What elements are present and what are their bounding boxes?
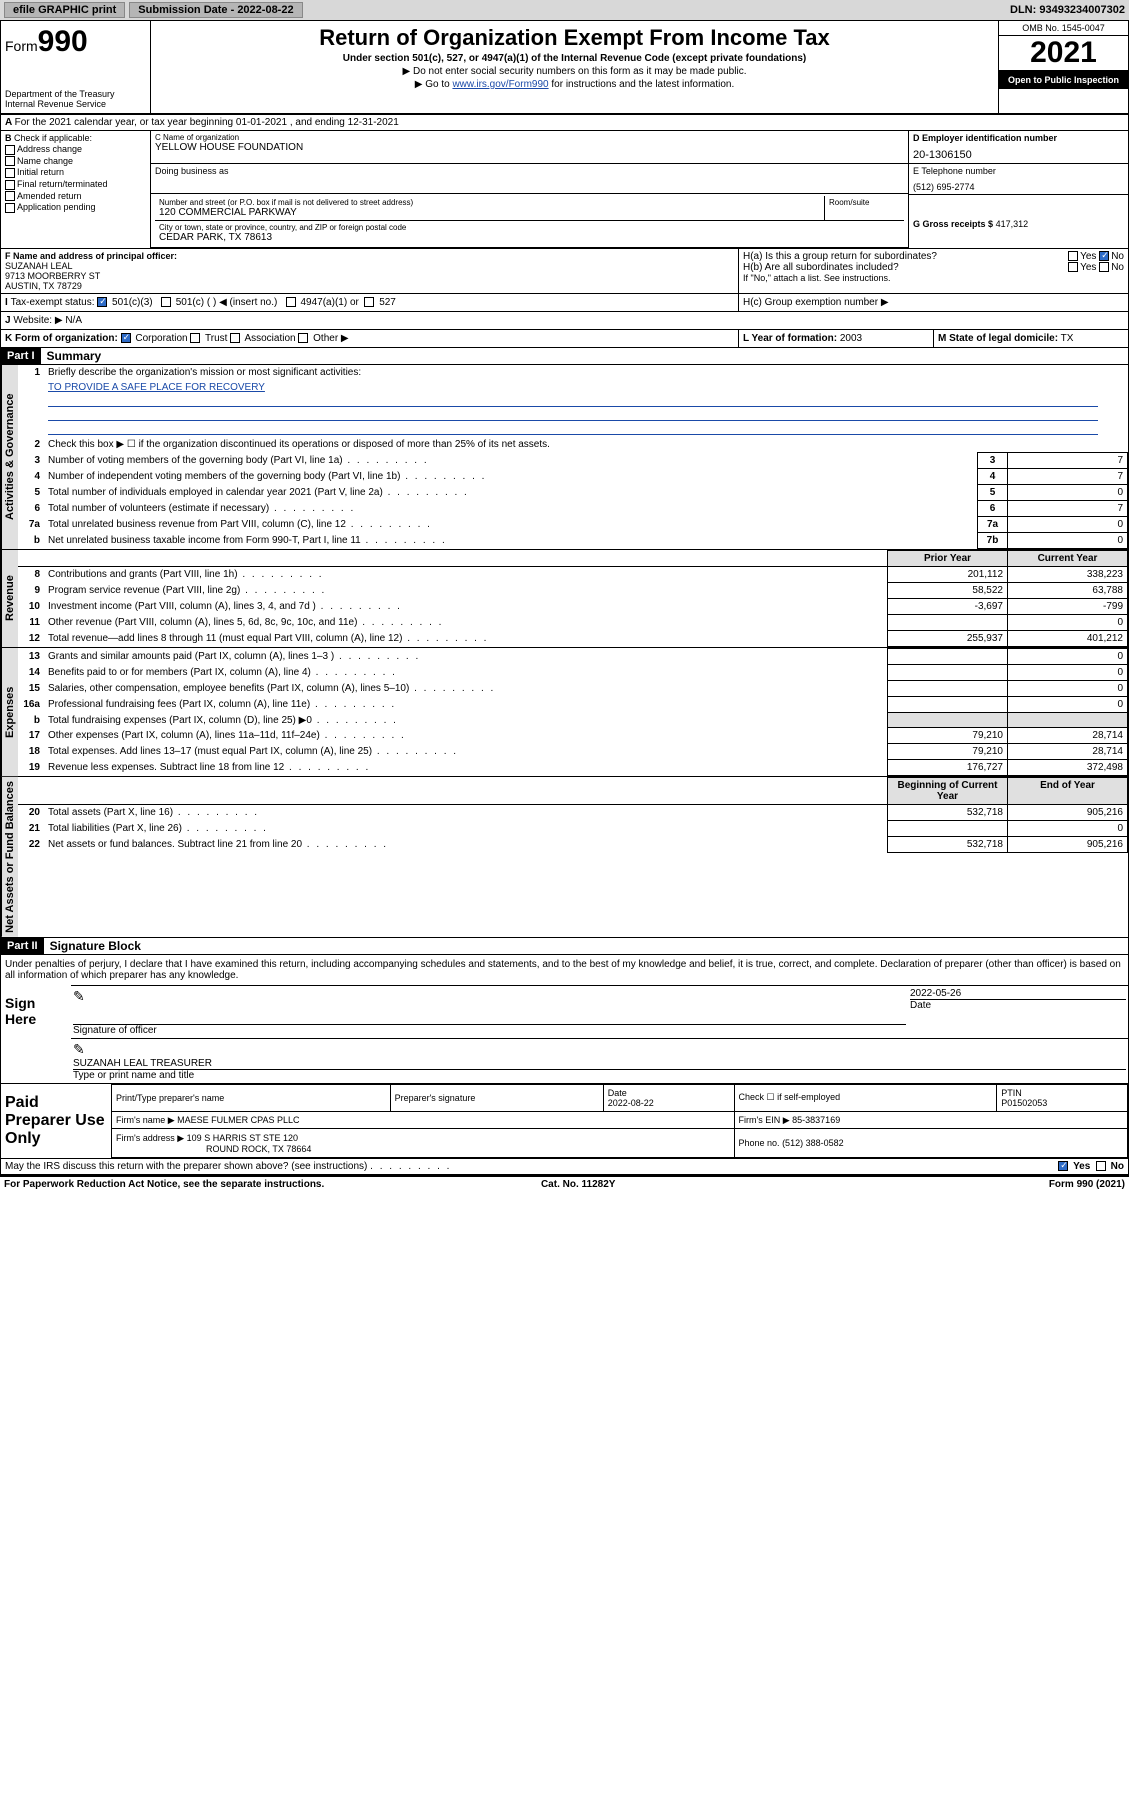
sig-officer-label: Signature of officer	[73, 1025, 157, 1036]
part1-bar: Part I	[1, 348, 41, 364]
part2-title: Signature Block	[44, 939, 141, 953]
q1: Briefly describe the organization's miss…	[44, 365, 1128, 380]
discuss-row: May the IRS discuss this return with the…	[0, 1159, 1129, 1175]
omb-number: OMB No. 1545-0047	[999, 21, 1128, 36]
form-990-footer: Form 990 (2021)	[1049, 1179, 1125, 1190]
ein-value: 20-1306150	[913, 149, 1124, 161]
paid-preparer-label: Paid Preparer Use Only	[1, 1084, 111, 1158]
side-activities: Activities & Governance	[1, 365, 18, 549]
tax-exempt-status: I Tax-exempt status: 501(c)(3) 501(c) ( …	[1, 294, 738, 311]
firm-ein: Firm's EIN ▶ 85-3837169	[734, 1112, 1128, 1129]
tel-cell: E Telephone number (512) 695-2774	[908, 164, 1128, 194]
block-b: B Check if applicable: Address change Na…	[1, 131, 151, 248]
firm-phone: Phone no. (512) 388-0582	[734, 1129, 1128, 1157]
pen-icon-2: ✎	[73, 1041, 85, 1057]
form-subtitle: Under section 501(c), 527, or 4947(a)(1)…	[155, 53, 994, 64]
officer-cell: F Name and address of principal officer:…	[1, 249, 738, 293]
ck-amended-return[interactable]	[5, 191, 15, 201]
hc-cell: H(c) Group exemption number ▶	[738, 294, 1128, 311]
ck-501c[interactable]	[161, 297, 171, 307]
ck-final-return[interactable]	[5, 180, 15, 190]
ck-corp[interactable]	[121, 333, 131, 343]
telephone: (512) 695-2774	[913, 182, 1124, 192]
efile-print-button[interactable]: efile GRAPHIC print	[4, 2, 125, 18]
ck-ha-yes[interactable]	[1068, 251, 1078, 261]
ein-cell: D Employer identification number 20-1306…	[908, 131, 1128, 164]
tax-year: 2021	[999, 36, 1128, 71]
ck-discuss-no[interactable]	[1096, 1161, 1106, 1171]
org-name-cell: C Name of organization YELLOW HOUSE FOUN…	[151, 131, 908, 164]
mission-text: TO PROVIDE A SAFE PLACE FOR RECOVERY	[48, 382, 1098, 393]
prep-date: Date2022-08-22	[603, 1084, 734, 1111]
side-expenses: Expenses	[1, 648, 18, 776]
row-a: A For the 2021 calendar year, or tax yea…	[0, 115, 1129, 131]
paperwork-notice: For Paperwork Reduction Act Notice, see …	[4, 1179, 324, 1190]
form-title: Return of Organization Exempt From Incom…	[155, 25, 994, 51]
irs-label: Internal Revenue Service	[5, 99, 146, 109]
ck-other[interactable]	[298, 333, 308, 343]
ck-ha-no[interactable]	[1099, 251, 1109, 261]
irs-link[interactable]: www.irs.gov/Form990	[452, 79, 548, 90]
firm-name: Firm's name ▶ MAESE FULMER CPAS PLLC	[112, 1112, 735, 1129]
ck-501c3[interactable]	[97, 297, 107, 307]
submission-date: Submission Date - 2022-08-22	[129, 2, 302, 18]
city-state-zip: CEDAR PARK, TX 78613	[159, 232, 900, 243]
topbar: efile GRAPHIC print Submission Date - 20…	[0, 0, 1129, 20]
dln: DLN: 93493234007302	[1010, 4, 1125, 16]
website-row: J Website: ▶ N/A	[1, 312, 738, 329]
prep-name-hdr: Print/Type preparer's name	[112, 1084, 391, 1111]
dba-cell: Doing business as	[151, 164, 908, 194]
ssn-note: ▶ Do not enter social security numbers o…	[155, 66, 994, 77]
q2: Check this box ▶ ☐ if the organization d…	[44, 437, 1128, 452]
open-inspection: Open to Public Inspection	[999, 71, 1128, 89]
year-formation: L Year of formation: 2003	[738, 330, 933, 347]
pen-icon: ✎	[73, 988, 85, 1004]
ck-assoc[interactable]	[230, 333, 240, 343]
prep-ptin: PTINP01502053	[997, 1084, 1128, 1111]
ck-hb-yes[interactable]	[1068, 262, 1078, 272]
gross-receipts: G Gross receipts $ 417,312	[908, 194, 1128, 248]
ck-name-change[interactable]	[5, 156, 15, 166]
ck-trust[interactable]	[190, 333, 200, 343]
firm-address: Firm's address ▶ 109 S HARRIS ST STE 120…	[112, 1129, 735, 1157]
org-name: YELLOW HOUSE FOUNDATION	[155, 142, 904, 153]
ck-address-change[interactable]	[5, 145, 15, 155]
form-label: Form	[5, 38, 38, 54]
officer-printed-name: SUZANAH LEAL TREASURER	[73, 1058, 1126, 1069]
state-domicile: M State of legal domicile: TX	[933, 330, 1128, 347]
side-net: Net Assets or Fund Balances	[1, 777, 18, 937]
ck-hb-no[interactable]	[1099, 262, 1109, 272]
form-header: Form990 Department of the Treasury Inter…	[0, 20, 1129, 115]
ck-527[interactable]	[364, 297, 374, 307]
part1-title: Summary	[41, 349, 102, 363]
part2-bar: Part II	[1, 938, 44, 954]
room-suite: Room/suite	[824, 196, 904, 220]
prep-selfemp: Check ☐ if self-employed	[734, 1084, 997, 1111]
street-address: 120 COMMERCIAL PARKWAY	[159, 207, 820, 218]
sign-here-label: Sign Here	[1, 985, 71, 1083]
side-revenue: Revenue	[1, 550, 18, 647]
cat-no: Cat. No. 11282Y	[541, 1179, 615, 1190]
ck-discuss-yes[interactable]	[1058, 1161, 1068, 1171]
ck-initial-return[interactable]	[5, 168, 15, 178]
addr-cell: Number and street (or P.O. box if mail i…	[151, 194, 908, 248]
dept-treasury: Department of the Treasury	[5, 89, 146, 99]
form-org-row: K Form of organization: Corporation Trus…	[1, 330, 738, 347]
ck-4947[interactable]	[286, 297, 296, 307]
h-section: H(a) Is this a group return for subordin…	[738, 249, 1128, 293]
form-number: 990	[38, 25, 88, 58]
sig-date: 2022-05-26	[910, 988, 1126, 999]
perjury-declaration: Under penalties of perjury, I declare th…	[1, 955, 1128, 985]
officer-name: SUZANAH LEAL	[5, 261, 734, 271]
goto-note: ▶ Go to www.irs.gov/Form990 for instruct…	[155, 79, 994, 90]
ck-app-pending[interactable]	[5, 203, 15, 213]
prep-sig-hdr: Preparer's signature	[390, 1084, 603, 1111]
